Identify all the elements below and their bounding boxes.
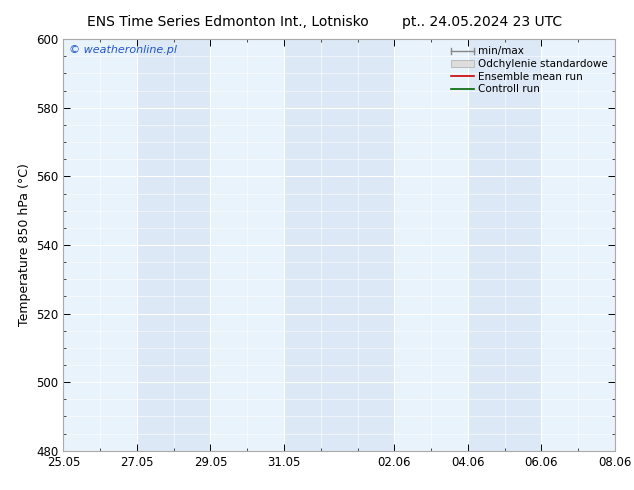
Bar [210, 39, 284, 451]
Bar [63, 39, 137, 451]
Bar [541, 39, 615, 451]
Y-axis label: Temperature 850 hPa (°C): Temperature 850 hPa (°C) [18, 164, 30, 326]
Text: pt.. 24.05.2024 23 UTC: pt.. 24.05.2024 23 UTC [402, 15, 562, 29]
Text: © weatheronline.pl: © weatheronline.pl [69, 46, 177, 55]
Bar [394, 39, 468, 451]
Legend: min/max, Odchylenie standardowe, Ensemble mean run, Controll run: min/max, Odchylenie standardowe, Ensembl… [449, 45, 610, 97]
Text: ENS Time Series Edmonton Int., Lotnisko: ENS Time Series Edmonton Int., Lotnisko [87, 15, 369, 29]
